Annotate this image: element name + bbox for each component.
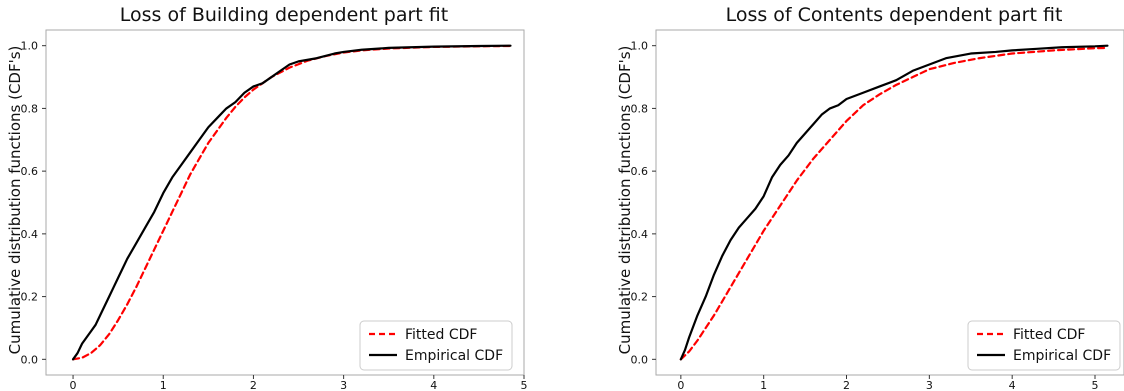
y-tick-label: 0.6 [21, 165, 39, 178]
x-tick-label: 0 [70, 379, 77, 391]
x-tick-label: 2 [250, 379, 257, 391]
chart-building: Loss of Building dependent part fit Cumu… [6, 4, 528, 391]
x-tick-label: 3 [926, 379, 933, 391]
x-axis-ticks: 0 1 2 3 4 5 [70, 375, 528, 391]
chart-contents: Loss of Contents dependent part fit Cumu… [616, 4, 1124, 391]
y-tick-label: 0.2 [631, 291, 649, 304]
x-tick-label: 1 [760, 379, 767, 391]
x-axis-ticks: 0 1 2 3 4 5 [677, 375, 1099, 391]
legend: Fitted CDF Empirical CDF [967, 320, 1121, 371]
y-tick-label: 0.2 [21, 291, 39, 304]
y-axis-ticks: 0.0 0.2 0.4 0.6 0.8 1.0 [21, 40, 46, 366]
series-layer [71, 44, 512, 361]
x-tick-label: 2 [843, 379, 850, 391]
legend-empirical-label: Empirical CDF [1013, 348, 1111, 364]
fitted-cdf-line [679, 46, 1109, 361]
y-tick-label: 0.4 [21, 228, 39, 241]
y-tick-label: 0.6 [631, 165, 649, 178]
y-tick-label: 0.8 [21, 102, 39, 115]
empirical-cdf-line [679, 44, 1109, 361]
legend-empirical-label: Empirical CDF [405, 348, 503, 364]
y-tick-label: 0.8 [631, 102, 649, 115]
legend-fitted-label: Fitted CDF [405, 327, 477, 343]
chart-title: Loss of Contents dependent part fit [726, 4, 1063, 26]
y-axis-label: Cumulative distribution functions (CDF's… [616, 46, 634, 355]
x-tick-label: 4 [1009, 379, 1016, 391]
legend-box [967, 320, 1121, 371]
y-tick-label: 0.4 [631, 228, 649, 241]
y-tick-label: 1.0 [631, 40, 649, 53]
series-layer [679, 44, 1109, 361]
plot-area-frame [655, 29, 1124, 376]
y-axis-label: Cumulative distribution functions (CDF's… [6, 46, 24, 355]
legend-fitted-label: Fitted CDF [1013, 327, 1085, 343]
y-tick-label: 1.0 [21, 40, 39, 53]
x-tick-label: 3 [340, 379, 347, 391]
x-tick-label: 0 [677, 379, 684, 391]
plot-area-frame [45, 29, 525, 376]
x-tick-label: 1 [160, 379, 167, 391]
legend: Fitted CDF Empirical CDF [359, 320, 513, 371]
x-tick-label: 5 [521, 379, 528, 391]
legend-box [359, 320, 513, 371]
y-tick-label: 0.0 [631, 353, 649, 366]
chart-title: Loss of Building dependent part fit [120, 4, 448, 26]
x-tick-label: 5 [1092, 379, 1099, 391]
empirical-cdf-line [71, 44, 512, 361]
y-tick-label: 0.0 [21, 353, 39, 366]
y-axis-ticks: 0.0 0.2 0.4 0.6 0.8 1.0 [631, 40, 656, 366]
x-tick-label: 4 [430, 379, 437, 391]
